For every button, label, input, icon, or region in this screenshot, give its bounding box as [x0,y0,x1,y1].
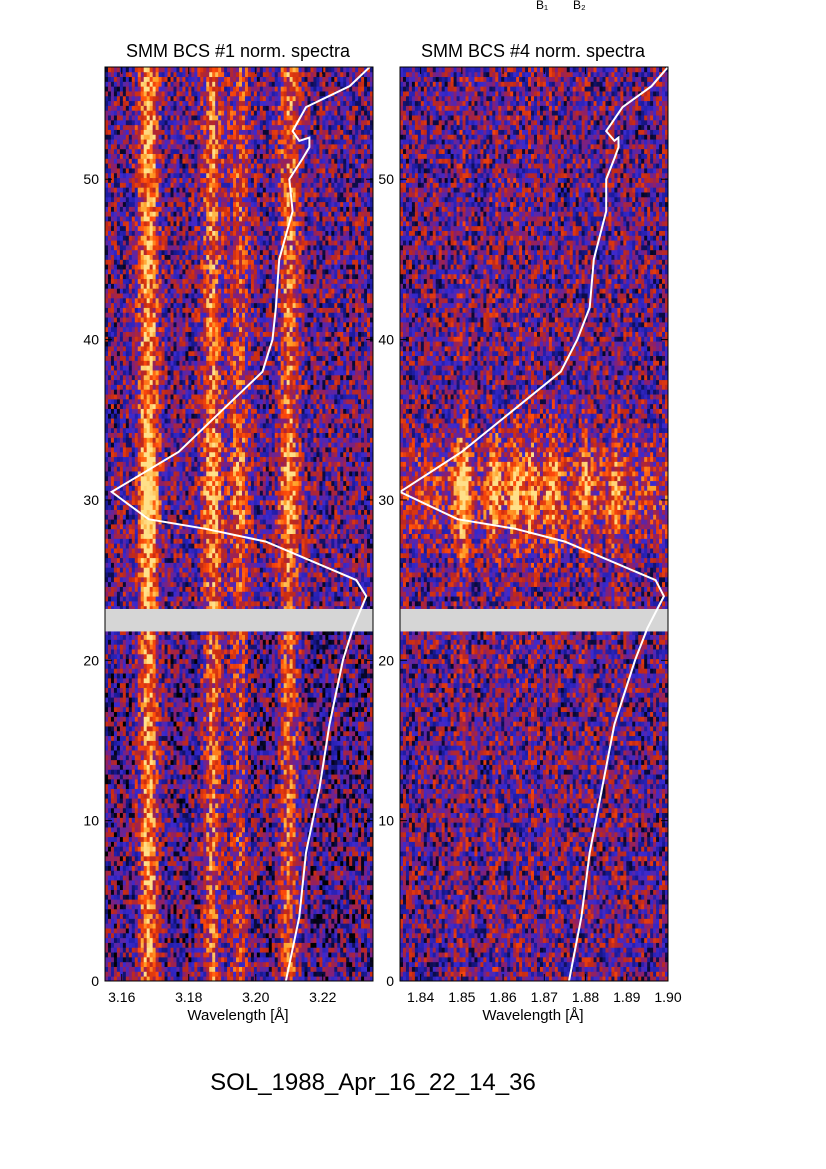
y-tick-label: 10 [83,813,99,829]
y-tick-label: 50 [83,171,99,187]
event-label: SOL_1988_Apr_16_22_14_36 [210,1069,536,1096]
panel-bcs4: SMM BCS #4 norm. spectra 0 10 20 30 40 50 1.84… [378,41,681,1024]
panel-bcs1-xlabel: Wavelength [Å] [187,1007,288,1024]
x-tick-label: 1.85 [448,989,475,1005]
panel-bcs4-axes: 0 10 20 30 40 50 1.84 1.85 1.86 1.87 1.88 1.89 1.90 [378,67,682,1005]
y-tick-label: 40 [83,332,99,348]
y-tick-label: 40 [378,332,394,348]
x-tick-label: 1.87 [531,989,558,1005]
overlay-curve [109,67,371,981]
y-tick-label: 20 [378,652,394,668]
y-tick-label: 30 [83,492,99,508]
panel-bcs1-frame [104,66,374,982]
x-tick-label: 1.90 [654,989,681,1005]
x-tick-label: 1.86 [489,989,516,1005]
x-tick-label: 3.20 [242,989,269,1005]
y-tick-label: 30 [378,492,394,508]
top-label-b2: B₂ [573,0,586,12]
x-tick-label: 1.88 [572,989,599,1005]
panel-bcs4-frame [399,66,669,982]
overlay-curve [400,67,668,981]
y-tick-label: 20 [83,652,99,668]
y-tick-label: 10 [378,813,394,829]
y-tick-label: 50 [378,171,394,187]
x-tick-label: 1.89 [613,989,640,1005]
y-tick-label: 0 [91,973,99,989]
panel-bcs4-title: SMM BCS #4 norm. spectra [421,41,646,61]
y-tick-label: 0 [386,973,394,989]
panel-bcs4-xlabel: Wavelength [Å] [482,1007,583,1024]
x-tick-label: 3.22 [309,989,336,1005]
panel-bcs4-plot-area [400,67,668,981]
x-tick-label: 1.84 [407,989,434,1005]
x-tick-label: 3.16 [108,989,135,1005]
panel-bcs1: SMM BCS #1 norm. spectra 0 10 20 30 40 50 3.16… [83,41,374,1024]
x-tick-label: 3.18 [175,989,202,1005]
top-label-b1: B₁ [536,0,548,12]
panel-bcs1-title: SMM BCS #1 norm. spectra [126,41,351,61]
panel-bcs1-axes: 0 10 20 30 40 50 3.16 3.18 3.20 3.22 [83,67,373,1005]
panel-bcs1-plot-area [105,67,373,981]
